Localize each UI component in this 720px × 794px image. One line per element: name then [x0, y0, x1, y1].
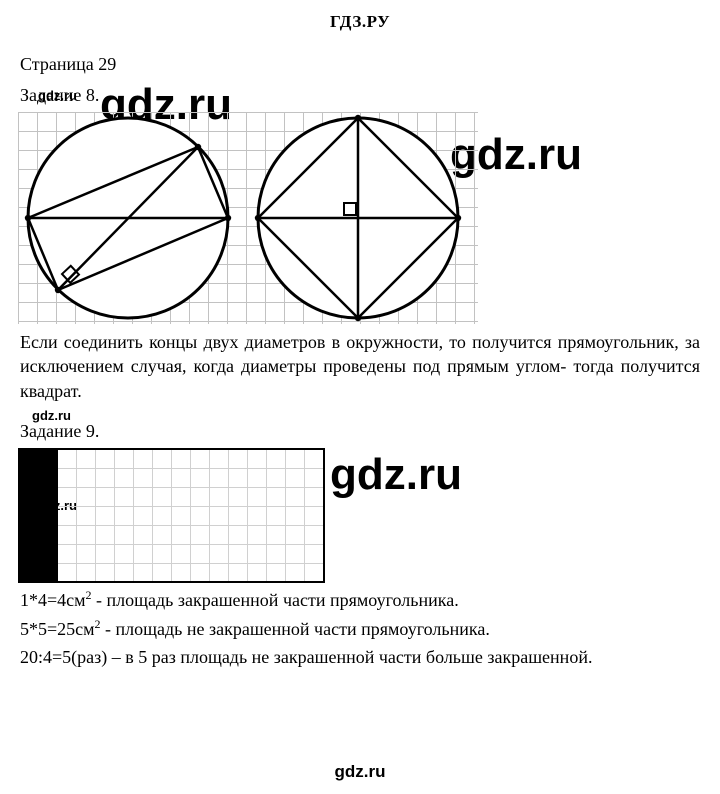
task8-explanation: Если соединить концы двух диаметров в ок…: [20, 330, 700, 403]
calc-line-1: 1*4=4см2 - площадь закрашенной части пря…: [20, 587, 700, 612]
task8-label: Задание 8.: [20, 85, 720, 106]
calc2-b: - площадь не закрашенной части прямоугол…: [101, 619, 490, 639]
calc-line-2: 5*5=25см2 - площадь не закрашенной части…: [20, 616, 700, 641]
watermark-big-3: gdz.ru: [330, 450, 462, 500]
calc2-a: 5*5=25см: [20, 619, 95, 639]
footer-watermark: gdz.ru: [0, 762, 720, 782]
page-label: Страница 29: [20, 54, 720, 75]
calc-line-3: 20:4=5(раз) – в 5 раз площадь не закраше…: [20, 645, 700, 669]
calc1-a: 1*4=4см: [20, 590, 86, 610]
task9-diagram: [18, 448, 325, 583]
task9-label: Задание 9.: [20, 421, 720, 442]
rect-border: [18, 448, 325, 583]
calc1-b: - площадь закрашенной части прямоугольни…: [92, 590, 459, 610]
circles-svg: [18, 112, 478, 324]
task8-diagram: [18, 112, 478, 324]
site-header: ГДЗ.РУ: [0, 0, 720, 40]
